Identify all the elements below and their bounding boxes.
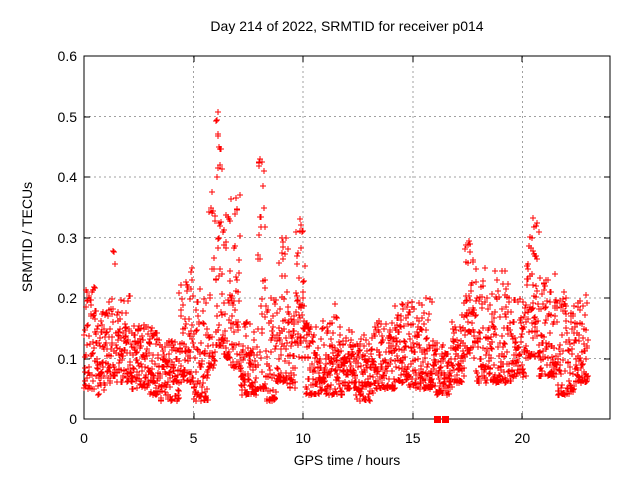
x-axis-label: GPS time / hours (293, 452, 401, 468)
x-tick-label: 10 (295, 430, 311, 446)
x-tick-label: 0 (80, 430, 88, 446)
scatter-points (81, 109, 591, 404)
y-tick-label: 0.3 (57, 229, 77, 246)
grid-lines (84, 56, 610, 419)
y-tick-label: 0 (69, 411, 77, 427)
y-tick-label: 0.1 (57, 350, 77, 367)
x-tick-label: 20 (514, 430, 531, 446)
zero-square-marker (442, 416, 449, 423)
zero-square-marker (434, 416, 441, 423)
chart-title: Day 214 of 2022, SRMTID for receiver p01… (210, 18, 484, 34)
y-tick-label: 0.6 (57, 48, 77, 64)
x-tick-label: 5 (189, 430, 198, 446)
y-tick-label: 0.4 (57, 169, 77, 185)
y-tick-label: 0.2 (57, 290, 77, 306)
y-tick-label: 0.5 (57, 108, 77, 125)
zero-square-markers (434, 416, 449, 423)
x-tick-label: 15 (404, 430, 421, 446)
plot-border (83, 55, 611, 420)
